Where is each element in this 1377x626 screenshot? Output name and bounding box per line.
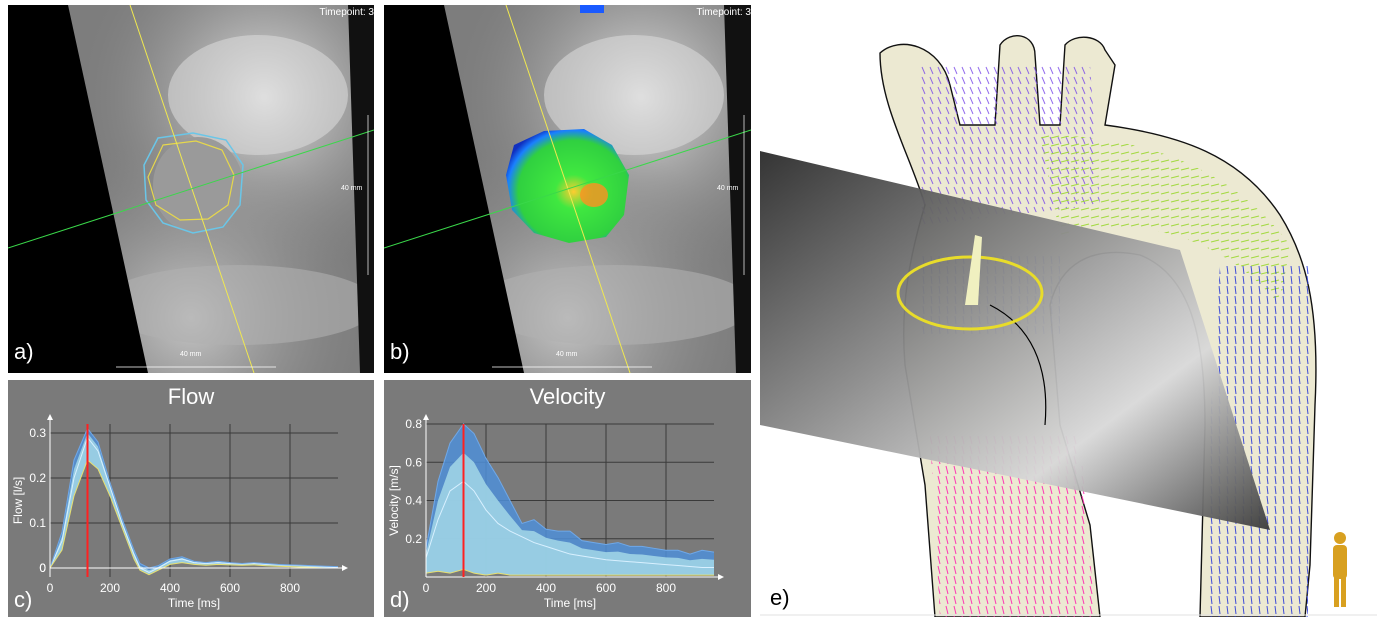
scale-label-vertical: 40 mm [341,185,363,192]
series-line-0 [425,480,714,568]
mri-image-b [384,5,751,373]
velocity-chart: 0 200 400 600 800 0.2 0.4 0.6 0.8 Time [ms] Veloci… [387,414,724,610]
x-tick-label: 600 [220,581,240,595]
x-tick-label: 400 [160,581,180,595]
x-tick-label: 200 [476,581,496,595]
mri-panel-b: Timepoint: 3 40 mm 40 mm b) [384,5,751,373]
y-tick-label: 0.8 [405,417,422,431]
y-tick-label: 0 [39,561,46,575]
panel-label: c) [14,587,33,612]
mri-image-a [8,5,374,373]
x-tick-label: 800 [656,581,676,595]
x-tick-label: 0 [47,581,54,595]
timepoint-label: Timepoint: 3 [696,7,751,18]
series-line-2 [425,568,714,576]
series-line-1 [49,427,339,569]
y-tick-label: 0 [39,561,46,575]
chart-title: Flow [167,384,215,409]
scale-label-horizontal: 40 mm [180,351,202,358]
x-tick-label: 200 [100,581,120,595]
scale-label-horizontal: 40 mm [556,351,578,358]
y-axis-label: Velocity [m/s] [387,465,401,536]
human-scale-figure [1333,532,1347,607]
y-axis-arrow [47,414,53,420]
y-tick-label: 0.6 [405,455,422,469]
panel-label: b) [390,339,410,364]
series-band-inner [426,452,714,576]
panel-label: a) [14,339,34,364]
chart-title: Velocity [529,384,606,409]
y-tick-label: 0.4 [405,494,422,508]
series-line-1 [425,423,715,555]
y-tick-label: 0.2 [405,532,422,546]
y-axis-label: Flow [l/s] [11,477,25,524]
y-tick-label: 0.3 [29,426,46,440]
timepoint-label: Timepoint: 3 [319,7,374,18]
series-line-2 [49,459,338,576]
x-axis-label: Time [ms] [544,596,596,610]
mri-panel-a: Timepoint: 3 40 mm 40 mm a) [8,5,374,373]
x-axis-label: Time [ms] [168,596,220,610]
series-band-inner [50,433,338,575]
aorta-render [760,35,1377,617]
x-tick-label: 0 [423,581,430,595]
x-axis-arrow [342,565,348,571]
y-tick-label: 0.2 [29,471,46,485]
flow-chart-panel: Flow 0 200 400 600 800 0 0.1 0.2 0.3 0 Time [ms] Fl… [8,380,374,617]
panel-label: e) [770,585,790,610]
x-tick-label: 600 [596,581,616,595]
scale-label-vertical: 40 mm [717,185,739,192]
aorta-3d-panel: e) [760,5,1377,617]
y-tick-label: 0.1 [29,516,46,530]
x-axis-arrow [718,574,724,580]
x-tick-label: 800 [280,581,300,595]
x-tick-label: 400 [536,581,556,595]
panel-label: d) [390,587,410,612]
y-axis-arrow [423,414,429,420]
velocity-chart-panel: Velocity 0 200 400 600 800 0.2 0.4 0.6 0.8 Time [… [384,380,751,617]
